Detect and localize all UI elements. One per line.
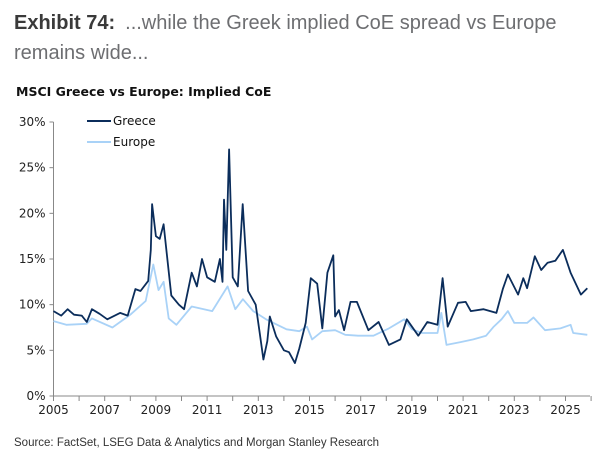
y-tick-label: 5% [26,343,45,357]
legend-label-greece: Greece [113,114,156,128]
x-tick-label: 2011 [192,403,223,417]
exhibit-title: Exhibit 74: ...while the Greek implied Co… [14,8,599,68]
legend-label-europe: Europe [113,135,155,149]
y-tick-label: 0% [26,389,45,403]
y-tick-label: 10% [19,298,46,312]
x-tick-label: 2023 [499,403,530,417]
x-tick-label: 2013 [243,403,274,417]
x-tick-label: 2021 [448,403,479,417]
x-tick-label: 2005 [38,403,69,417]
exhibit-number: Exhibit 74: [14,12,116,34]
source-note: Source: FactSet, LSEG Data & Analytics a… [14,437,379,449]
x-tick-label: 2015 [294,403,325,417]
y-tick-label: 30% [19,115,46,129]
chart-title: MSCI Greece vs Europe: Implied CoE [16,84,272,99]
y-tick-label: 25% [19,161,46,175]
series-line-europe [53,263,588,346]
y-tick-label: 20% [19,206,46,220]
x-tick-label: 2009 [141,403,172,417]
y-tick-label: 15% [19,252,46,266]
series-line-greece [53,148,588,365]
x-tick-label: 2007 [89,403,120,417]
x-tick-label: 2017 [345,403,376,417]
x-tick-label: 2025 [550,403,581,417]
exhibit-headline: ...while the Greek implied CoE spread vs… [14,12,557,64]
x-tick-label: 2019 [397,403,428,417]
